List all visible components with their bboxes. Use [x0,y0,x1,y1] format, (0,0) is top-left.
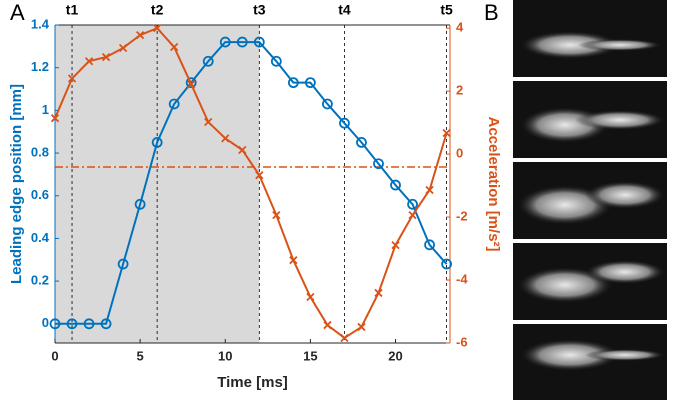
image-content [520,31,620,59]
point-marker [255,171,264,180]
point-marker [306,292,315,302]
y2-tick-label: -4 [456,271,468,286]
point-marker [425,185,434,195]
point-marker [408,211,417,220]
point-marker [187,80,196,89]
plot: t1 t2 t3 t4 t50 5 10 15 2000.20.40.60.811.21.4-6… [8,2,502,391]
point-marker [390,179,401,191]
point-marker [356,136,367,148]
image-content [575,110,665,130]
point-marker [287,77,299,89]
point-marker [83,318,95,330]
point-marker [289,256,298,265]
point-marker [185,77,197,89]
point-marker [221,134,230,143]
point-marker [391,240,400,250]
y2-tick-label: 0 [456,146,463,161]
point-marker [424,239,435,251]
point-marker [441,258,452,270]
point-marker [442,128,451,138]
point-marker [322,98,333,110]
point-marker [340,333,349,343]
panel-label: B [484,0,499,25]
point-marker [202,55,214,67]
x-tick-label: 5 [137,348,144,363]
y-tick-label: 1 [42,102,49,117]
y2-tick-label: 2 [456,83,463,98]
series-line [54,26,448,340]
point-marker [238,145,247,155]
point-marker [67,74,77,83]
image-content [585,349,665,361]
point-marker [219,36,231,48]
point-marker [66,318,78,330]
point-marker [253,36,265,48]
point-marker [304,77,316,89]
y-tick-label: 0 [42,315,49,330]
x-tick-label: 0 [51,348,58,363]
point-marker [84,57,94,66]
point-marker [323,320,332,330]
image-content [585,181,665,209]
point-marker [49,318,61,330]
y-tick-label: 0.2 [31,273,49,288]
y2-tick-label: 4 [456,20,464,35]
point-marker [272,211,281,220]
image-content [520,339,620,371]
image-stack [513,0,667,400]
point-marker [101,52,111,62]
point-marker [117,258,129,270]
point-marker [50,114,60,123]
y-tick-label: 0.6 [31,187,49,202]
y-tick-label: 0.4 [31,230,50,245]
point-marker [170,42,179,52]
y-tick-label: 1.4 [31,16,50,31]
event-label: t1 [66,2,79,18]
point-marker [339,117,350,129]
point-marker [270,55,282,67]
point-marker [151,136,163,148]
point-marker [204,117,213,127]
point-marker [374,288,383,298]
point-marker [135,30,145,40]
y-tick-label: 0.8 [31,144,49,159]
x-tick-label: 15 [303,348,317,363]
y-tick-label: 1.2 [31,59,49,74]
panel-label: A [10,0,25,25]
point-marker [407,198,418,210]
event-label: t4 [338,2,351,18]
image-content [585,260,665,284]
point-marker [153,24,162,33]
point-marker [100,318,112,330]
y2-tick-label: -6 [456,334,468,349]
event-label: t5 [440,2,453,18]
x-tick-label: 10 [218,348,232,363]
point-marker [357,322,366,332]
point-marker [134,198,146,210]
x-axis-label: Time [ms] [217,374,288,391]
point-marker [236,36,248,48]
event-label: t2 [151,2,164,18]
y2-tick-label: -2 [456,208,468,223]
y-axis-label: Leading edge position [mm] [8,84,25,284]
event-label: t3 [253,2,266,18]
y2-axis-label: Acceleration [m/s²] [485,116,502,251]
image-content [578,39,662,51]
point-marker [373,158,384,170]
x-tick-label: 20 [388,348,402,363]
point-marker [118,43,128,53]
point-marker [168,98,180,110]
